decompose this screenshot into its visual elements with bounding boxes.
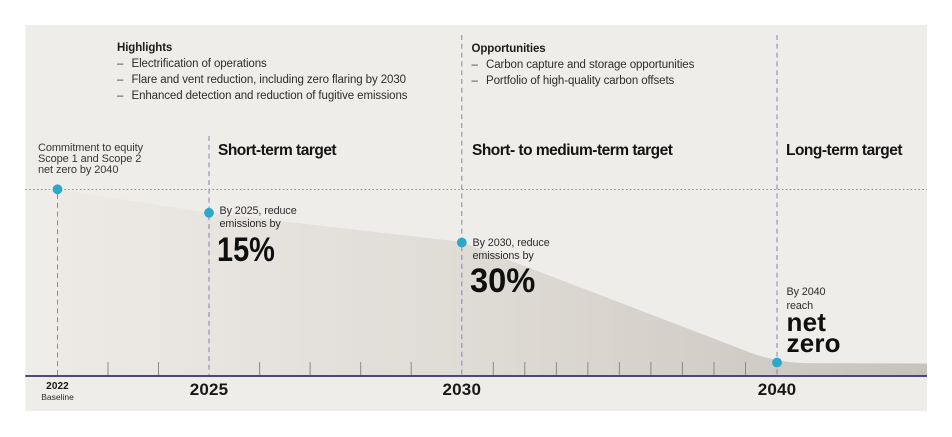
highlights-item: – Flare and vent reduction, including ze… [117,72,447,88]
bullet-dash: – [471,75,478,88]
annotation-2030-value: 30% [470,261,536,300]
opportunities-item: – Portfolio of high-quality carbon offse… [472,73,772,89]
bullet-dash: – [117,57,124,70]
annotation-2040: By 2040 reach [787,286,826,313]
dot-2022 [52,184,63,195]
highlights-title: Highlights [117,41,173,54]
annotation-2030-lead1: By 2030, reduce [472,236,550,249]
annotation-2040-value-line1: net [786,306,827,337]
bullet-dash: – [117,74,124,87]
section-header-short-term: Short-term target [218,141,337,159]
annotation-2040-lead1: By 2040 [786,286,826,298]
axis-label-2022-year: 2022 [46,380,69,392]
section-header-medium-term: Short- to medium-term target [472,141,673,159]
highlights-item: – Enhanced detection and reduction of fu… [117,88,447,104]
axis-label-2040: 2040 [757,379,797,399]
year-tick-marks [107,362,746,376]
annotation-2025-lead2: emissions by [219,218,281,231]
dot-2040 [772,357,782,368]
opportunities-title: Opportunities [471,42,546,55]
annotation-2030: By 2030, reduce emissions by [473,237,550,264]
commitment-line: Scope 1 and Scope 2 [38,152,142,165]
bullet-dash: – [117,90,124,103]
annotation-2040-value: net zero [786,306,841,359]
annotation-2030-lead2: emissions by [472,250,534,263]
highlights-block: Highlights – Electrification of operatio… [117,40,447,105]
annotation-2040-value-line2: zero [786,328,841,359]
axis-label-2030: 2030 [442,379,482,399]
emissions-area [57,189,927,376]
opportunities-block: Opportunities – Carbon capture and stora… [472,41,772,90]
highlights-item: – Electrification of operations [117,56,447,72]
opportunities-item: – Carbon capture and storage opportuniti… [472,57,772,73]
opportunities-item-text: Carbon capture and storage opportunities [486,58,695,71]
milestone-dots [52,184,782,368]
commitment-line: net zero by 2040 [38,164,119,177]
vertical-dashed-guides [57,35,778,376]
commitment-line: Commitment to equity [38,141,143,154]
opportunities-item-text: Portfolio of high-quality carbon offsets [486,75,675,88]
section-header-long-term: Long-term target [786,141,903,159]
highlights-item-text: Flare and vent reduction, including zero… [131,74,407,87]
highlights-item-text: Electrification of operations [131,57,267,70]
axis-label-2022: 2022 Baseline [28,381,88,402]
dot-2025 [204,207,214,218]
bullet-dash: – [471,58,478,71]
annotation-2025-lead1: By 2025, reduce [219,204,297,217]
annotation-2040-lead2: reach [786,299,814,312]
highlights-item-text: Enhanced detection and reduction of fugi… [131,90,408,103]
dot-2030 [456,237,467,248]
axis-label-2022-sub: Baseline [41,391,74,402]
annotation-2025: By 2025, reduce emissions by [220,205,297,232]
annotation-2025-value: 15% [216,230,275,269]
commitment-label: Commitment to equity Scope 1 and Scope 2… [38,141,143,177]
axis-label-2025: 2025 [189,379,229,399]
